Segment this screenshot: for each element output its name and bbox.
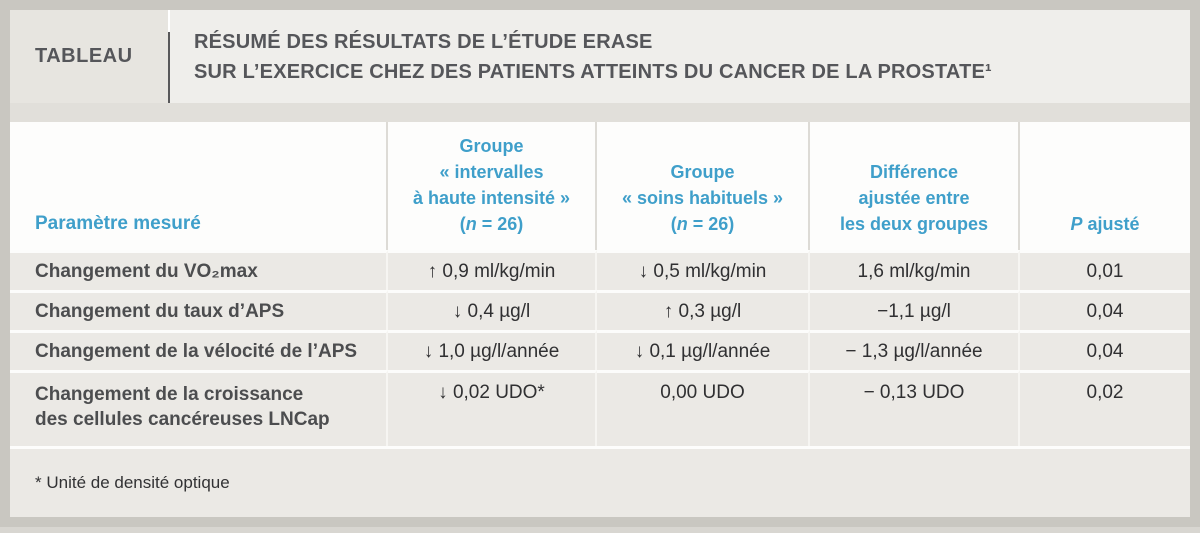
column-header-adjusted-difference: Différence ajustée entre les deux groupe… (810, 122, 1020, 250)
p-value: 0,01 (1020, 250, 1190, 290)
column-header-parameter: Paramètre mesuré (10, 122, 388, 250)
hiit-value: ↓ 1,0 µg/l/année (388, 330, 597, 370)
difference-value: −1,1 µg/l (810, 290, 1020, 330)
column-header-adjusted-p: P ajusté (1020, 122, 1190, 250)
p-value: 0,04 (1020, 290, 1190, 330)
footnote: * Unité de densité optique (10, 446, 1190, 517)
p-value: 0,04 (1020, 330, 1190, 370)
p-value: 0,02 (1020, 370, 1190, 446)
param-cell: Changement du VO₂max (10, 250, 388, 290)
param-cell: Changement de la croissance des cellules… (10, 370, 388, 446)
hiit-value: ↓ 0,4 µg/l (388, 290, 597, 330)
difference-value: − 0,13 UDO (810, 370, 1020, 446)
banner-divider (168, 32, 170, 103)
column-header-usual-care-group: Groupe « soins habituels » (n = 26) (597, 122, 810, 250)
hiit-value: ↓ 0,02 UDO* (388, 370, 597, 446)
usual-care-value: 0,00 UDO (597, 370, 810, 446)
figure-title: RÉSUMÉ DES RÉSULTATS DE L’ÉTUDE ERASE SU… (170, 10, 1190, 103)
figure-content: TABLEAU RÉSUMÉ DES RÉSULTATS DE L’ÉTUDE … (10, 10, 1190, 517)
bottom-strip (0, 527, 1200, 533)
difference-value: 1,6 ml/kg/min (810, 250, 1020, 290)
param-cell: Changement de la vélocité de l’APS (10, 330, 388, 370)
banner-kicker: TABLEAU (10, 10, 168, 103)
usual-care-value: ↑ 0,3 µg/l (597, 290, 810, 330)
usual-care-value: ↓ 0,5 ml/kg/min (597, 250, 810, 290)
hiit-value: ↑ 0,9 ml/kg/min (388, 250, 597, 290)
figure-title-line1: RÉSUMÉ DES RÉSULTATS DE L’ÉTUDE ERASE (194, 31, 653, 53)
difference-value: − 1,3 µg/l/année (810, 330, 1020, 370)
figure-title-line2: SUR L’EXERCICE CHEZ DES PATIENTS ATTEINT… (194, 61, 992, 83)
results-table: Paramètre mesuré Groupe « intervalles à … (10, 122, 1190, 446)
param-cell: Changement du taux d’APS (10, 290, 388, 330)
banner-table-gap (10, 103, 1190, 122)
usual-care-value: ↓ 0,1 µg/l/année (597, 330, 810, 370)
column-header-hiit-group: Groupe « intervalles à haute intensité »… (388, 122, 597, 250)
banner: TABLEAU RÉSUMÉ DES RÉSULTATS DE L’ÉTUDE … (10, 10, 1190, 103)
